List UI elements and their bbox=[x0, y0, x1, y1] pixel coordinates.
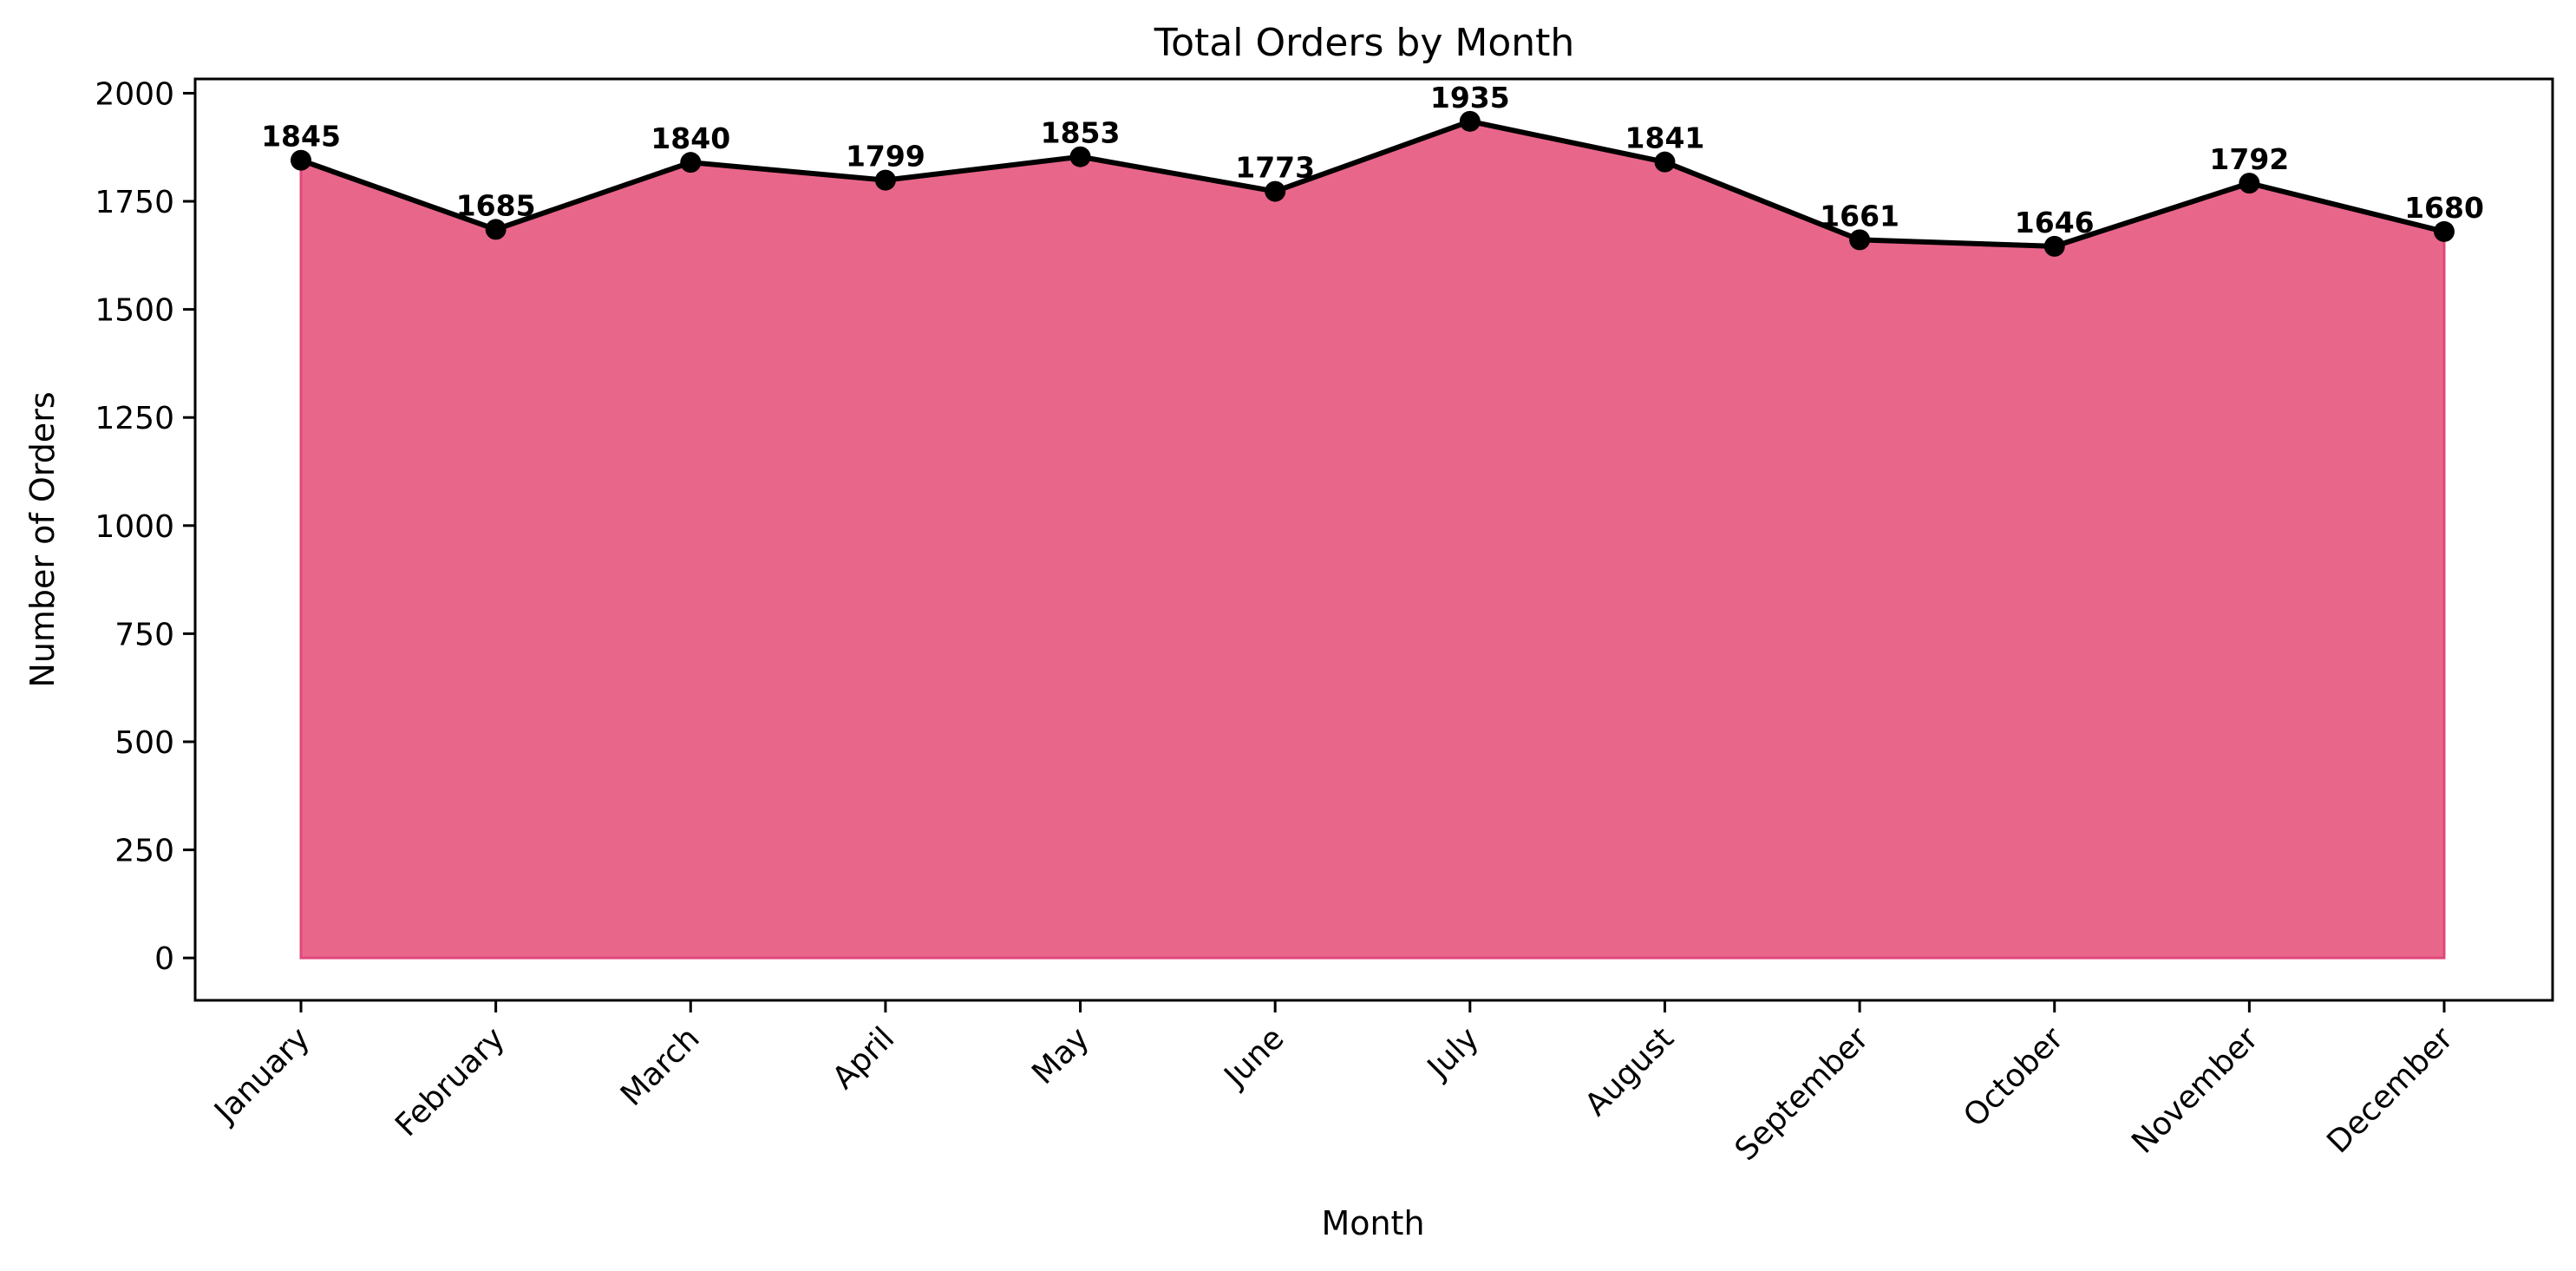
area-fill bbox=[299, 120, 2446, 960]
data-point-november bbox=[2239, 173, 2260, 194]
data-point-december bbox=[2434, 220, 2455, 242]
y-tick-label-1500: 1500 bbox=[95, 293, 174, 329]
data-label-august: 1841 bbox=[1625, 121, 1705, 155]
data-point-april bbox=[874, 169, 896, 191]
y-axis-label: Number of Orders bbox=[23, 391, 62, 687]
data-point-june bbox=[1265, 180, 1286, 202]
data-point-august bbox=[1654, 151, 1676, 173]
y-tick-label-250: 250 bbox=[114, 834, 174, 869]
data-label-november: 1792 bbox=[2209, 142, 2289, 176]
y-tick-label-500: 500 bbox=[114, 725, 174, 761]
data-label-july: 1935 bbox=[1430, 81, 1510, 115]
data-label-february: 1685 bbox=[456, 188, 536, 222]
data-label-september: 1661 bbox=[1820, 199, 1899, 233]
series-line bbox=[299, 118, 2445, 249]
data-label-march: 1840 bbox=[651, 121, 730, 155]
plot-area bbox=[291, 110, 2455, 960]
data-label-january: 1845 bbox=[261, 120, 341, 154]
data-point-october bbox=[2043, 235, 2065, 257]
data-point-january bbox=[291, 149, 311, 171]
data-point-may bbox=[1069, 146, 1091, 167]
y-tick-label-2000: 2000 bbox=[95, 76, 174, 112]
y-tick-label-1750: 1750 bbox=[95, 185, 174, 220]
data-label-may: 1853 bbox=[1041, 116, 1121, 150]
y-tick-label-1000: 1000 bbox=[95, 509, 174, 545]
data-point-july bbox=[1459, 110, 1481, 132]
data-labels: 1845 1685 1840 1799 1853 1773 1935 1841 1661 1646… bbox=[261, 81, 2484, 239]
plot-frame bbox=[193, 77, 2554, 1002]
data-label-april: 1799 bbox=[846, 140, 925, 174]
chart-title: Total Orders by Month bbox=[1154, 21, 1575, 65]
y-tick-label-1250: 1250 bbox=[95, 401, 174, 436]
data-point-february bbox=[485, 219, 507, 240]
data-label-october: 1646 bbox=[2015, 206, 2095, 239]
data-label-december: 1680 bbox=[2404, 191, 2484, 225]
data-point-march bbox=[680, 152, 702, 174]
y-axis: 0 250 500 750 1000 1250 1500 1750 2000 bbox=[95, 76, 195, 977]
data-point-september bbox=[1849, 229, 1871, 251]
y-tick-label-0: 0 bbox=[154, 941, 174, 977]
x-axis-label: Month bbox=[1321, 1204, 1424, 1242]
y-tick-label-750: 750 bbox=[114, 617, 174, 652]
data-label-june: 1773 bbox=[1235, 151, 1315, 185]
